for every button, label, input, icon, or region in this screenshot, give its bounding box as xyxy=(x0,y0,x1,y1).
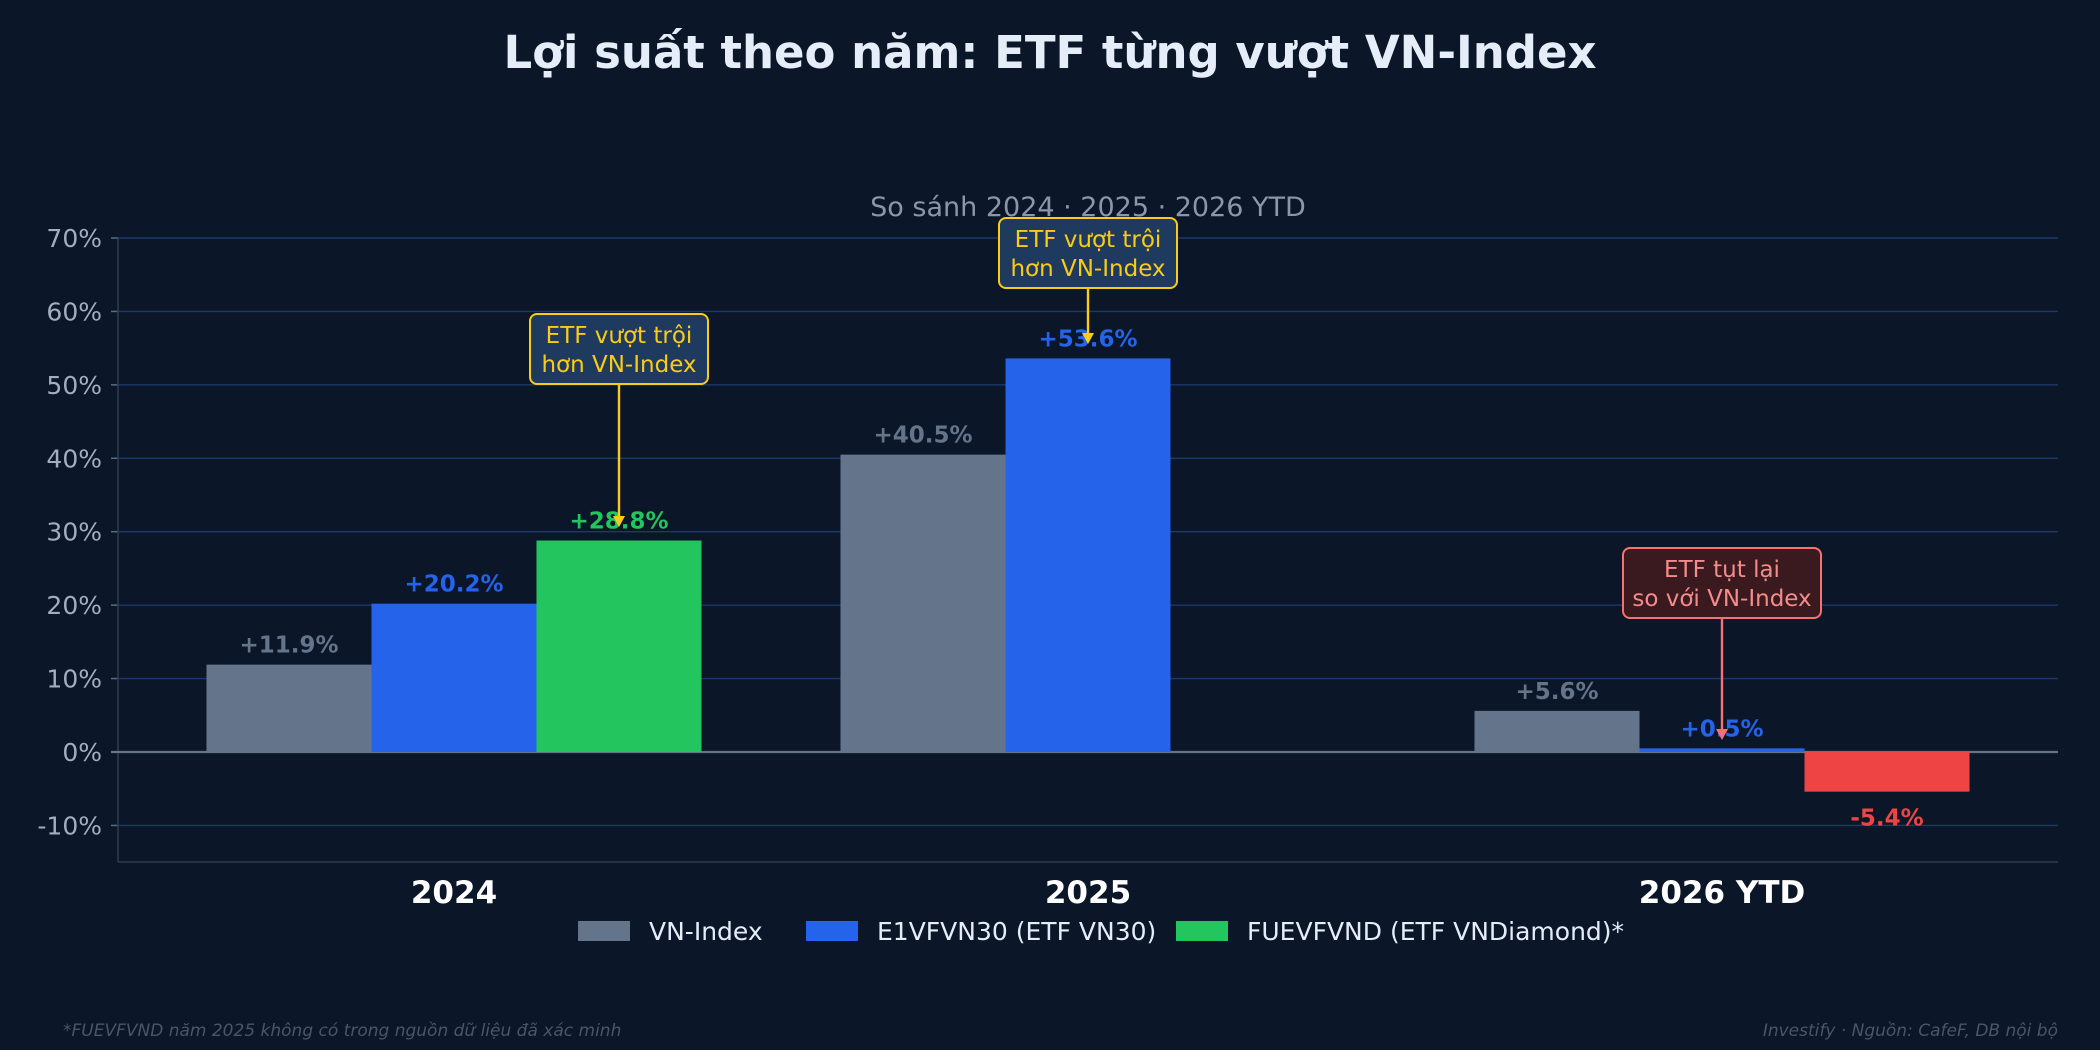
legend-label: E1VFVN30 (ETF VN30) xyxy=(877,917,1156,946)
bar xyxy=(1005,358,1171,752)
callout-box xyxy=(1622,547,1822,619)
callout-line-2: so với VN-Index xyxy=(1632,586,1811,612)
value-label: -5.4% xyxy=(1850,806,1923,832)
y-tick-label: 30% xyxy=(46,518,102,547)
bar xyxy=(536,540,702,752)
bars-layer xyxy=(206,358,1970,792)
legend-swatch xyxy=(806,921,858,941)
value-label: +11.9% xyxy=(239,633,338,659)
value-label: +5.6% xyxy=(1515,679,1598,705)
legend-item: VN-Index xyxy=(578,917,763,946)
value-label: +20.2% xyxy=(404,572,503,598)
legend: VN-Index E1VFVN30 (ETF VN30) FUEVFVND (ETF… xyxy=(578,917,1624,946)
y-tick-label: -10% xyxy=(37,811,102,840)
callout: ETF vượt trội hơn VN-Index xyxy=(998,217,1178,344)
legend-item: FUEVFVND (ETF VNDiamond)* xyxy=(1176,917,1624,946)
bar xyxy=(1639,748,1805,752)
legend-swatch xyxy=(578,921,630,941)
bar xyxy=(371,603,537,752)
legend-label: FUEVFVND (ETF VNDiamond)* xyxy=(1247,917,1624,946)
callout-line-1: ETF vượt trội xyxy=(546,323,693,349)
callout-arrowhead xyxy=(1716,729,1728,740)
y-tick-label: 40% xyxy=(46,444,102,473)
y-tick-label: 50% xyxy=(46,371,102,400)
value-label: +40.5% xyxy=(873,423,972,449)
y-tick-label: 0% xyxy=(62,738,102,767)
source-credit: Investify · Nguồn: CafeF, DB nội bộ xyxy=(1763,1020,2058,1041)
y-tick-label: 70% xyxy=(46,224,102,253)
callout: ETF vượt trội hơn VN-Index xyxy=(529,313,709,527)
legend-label: VN-Index xyxy=(649,917,763,946)
x-tick-label: 2024 xyxy=(411,875,497,911)
callout-line-2: hơn VN-Index xyxy=(1010,256,1165,282)
bar xyxy=(1804,752,1970,792)
callout-box xyxy=(529,313,709,385)
callout-line-2: hơn VN-Index xyxy=(541,352,696,378)
y-tick-label: 60% xyxy=(46,297,102,326)
callouts-layer: ETF vượt trội hơn VN-Index ETF vượt trội hơ… xyxy=(529,217,1822,740)
footnote: *FUEVFVND năm 2025 không có trong nguồn … xyxy=(63,1020,621,1041)
callout-box xyxy=(998,217,1178,289)
y-tick-label: 10% xyxy=(46,665,102,694)
x-tick-label: 2025 xyxy=(1045,875,1131,911)
y-tick-label: 20% xyxy=(46,591,102,620)
bar xyxy=(1474,710,1640,752)
callout: ETF tụt lại so với VN-Index xyxy=(1622,547,1822,740)
chart-title: Lợi suất theo năm: ETF từng vượt VN-Inde… xyxy=(503,26,1596,79)
callout-arrowhead xyxy=(613,516,625,527)
callout-line-1: ETF tụt lại xyxy=(1664,557,1780,583)
legend-swatch xyxy=(1176,921,1228,941)
bar xyxy=(206,664,372,752)
callout-line-1: ETF vượt trội xyxy=(1015,227,1162,253)
bar xyxy=(840,454,1006,752)
legend-item: E1VFVN30 (ETF VN30) xyxy=(806,917,1156,946)
callout-arrowhead xyxy=(1082,333,1094,344)
x-tick-label: 2026 YTD xyxy=(1639,875,1805,911)
